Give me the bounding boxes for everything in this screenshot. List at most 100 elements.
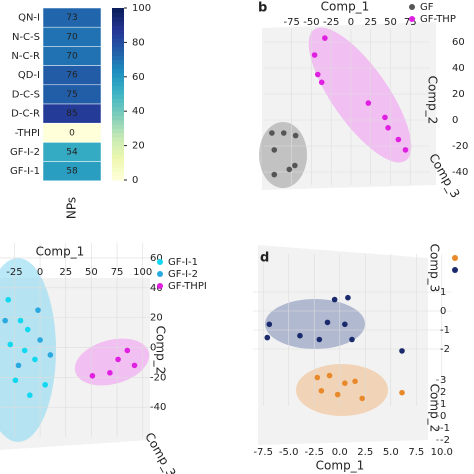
y-tick-label: 40 (150, 283, 163, 294)
point (399, 389, 405, 396)
y-tick-label: -40 (150, 402, 166, 413)
ellipse (265, 299, 365, 349)
colorbar-step (112, 119, 124, 125)
point (297, 332, 303, 339)
y-tick-label: -40 (452, 167, 468, 178)
x-tick-label: -2.5 (304, 447, 324, 458)
x-tick-label: 0 (37, 267, 43, 278)
z-label: Comp_3 (142, 430, 178, 474)
colorbar-step (112, 162, 124, 168)
y-tick-label: 20 (150, 313, 163, 324)
point (292, 162, 298, 169)
x-tick-label: 25 (364, 17, 377, 28)
point (2, 317, 8, 324)
x-tick-label: 50 (85, 267, 98, 278)
point (42, 381, 48, 388)
row-label: N-C-R (11, 51, 40, 62)
legend-marker (409, 16, 415, 22)
colorbar-step (112, 158, 124, 164)
x-tick-label: 75 (404, 17, 417, 28)
x-tick-label: 2.5 (357, 447, 373, 458)
point (32, 356, 38, 363)
cell-label: 54 (66, 148, 78, 158)
row-label: N-C-S (12, 32, 40, 43)
legend-marker (452, 255, 458, 261)
cell-label: 58 (66, 167, 78, 177)
colorbar-step (112, 132, 124, 138)
point (314, 71, 321, 78)
y-tick-label: 20 (452, 89, 465, 100)
x-tick-label: -25 (6, 267, 22, 278)
point (286, 166, 293, 173)
point (399, 348, 405, 354)
cell-label: 75 (66, 90, 77, 100)
colorbar-step (112, 46, 124, 52)
y2-tick-label: -2 (440, 435, 450, 446)
colorbar-step (112, 102, 124, 108)
y-tick-label: 60 (150, 253, 163, 264)
colorbar-tick-label: 0 (132, 175, 138, 186)
point (352, 378, 358, 385)
x-tick-label: 100 (133, 267, 152, 278)
point (318, 79, 325, 86)
y2-tick-label: 2 (440, 387, 446, 398)
colorbar-step (112, 55, 124, 61)
x-label: NPs (65, 197, 79, 219)
point (292, 132, 299, 139)
colorbar-step (112, 115, 124, 121)
point (318, 388, 325, 394)
colorbar-step (112, 8, 124, 13)
legend-marker (157, 271, 163, 277)
colorbar-step (112, 94, 124, 99)
cell-label: 70 (66, 32, 78, 42)
colorbar-step (112, 29, 124, 35)
colorbar-step (112, 63, 124, 69)
point (21, 347, 28, 354)
x-label: Comp_1 (36, 245, 85, 259)
point (131, 362, 138, 369)
colorbar-step (112, 38, 124, 43)
heat-cell (42, 161, 102, 182)
legend-label: GF-THPI (168, 281, 207, 292)
y2-label: Comp_2 (428, 384, 442, 433)
legend-marker (409, 4, 415, 10)
colorbar-step (112, 20, 124, 26)
x-tick-label: 75 (111, 267, 124, 278)
colorbar-step (112, 76, 124, 82)
y-label: Comp_3 (428, 244, 442, 293)
point (115, 356, 121, 363)
legend-label: GF-THP (420, 14, 456, 25)
row-label: D-C-S (12, 89, 40, 100)
point (349, 336, 355, 343)
x-tick-label: -5.0 (279, 447, 299, 458)
cell-label: 85 (66, 109, 77, 119)
colorbar-tick-label: 100 (132, 3, 151, 14)
colorbar-step (112, 81, 124, 86)
colorbar-step (112, 12, 124, 18)
legend-marker (452, 267, 458, 273)
point (271, 171, 278, 178)
y-tick-label: 0 (150, 342, 156, 353)
y-tick-label: -20 (452, 141, 468, 152)
colorbar-tick-label: 80 (132, 37, 145, 48)
colorbar-step (112, 51, 124, 56)
y2-tick-label: 1 (440, 399, 446, 410)
point (17, 317, 24, 324)
point (5, 296, 12, 303)
point (266, 321, 273, 328)
point (395, 136, 402, 143)
cell-label: 73 (66, 13, 77, 23)
x-tick-label: 10.0 (431, 447, 453, 458)
cell-label: 0 (69, 128, 75, 138)
point (47, 352, 54, 358)
point (331, 296, 338, 303)
colorbar-step (112, 171, 124, 177)
y-tick-label: 40 (452, 63, 465, 74)
x-tick-label: 5.0 (383, 447, 399, 458)
row-label: GF-I-2 (10, 147, 40, 158)
point (359, 395, 365, 402)
point (24, 326, 31, 333)
point (402, 147, 409, 153)
colorbar-step (112, 33, 124, 39)
